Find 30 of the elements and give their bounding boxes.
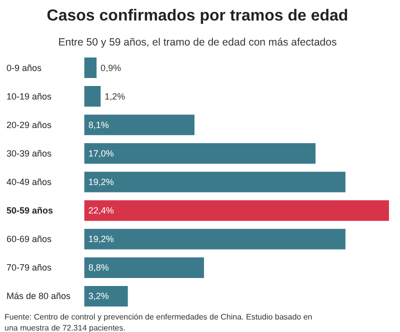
y-tick-label: 10-19 años — [6, 91, 52, 102]
bar — [84, 114, 194, 136]
bar — [84, 172, 346, 192]
data-label: 17,0% — [88, 148, 114, 158]
y-tick-label: 30-39 años — [6, 148, 52, 158]
y-tick-label: 70-79 años — [6, 262, 52, 273]
data-label: 8,1% — [88, 120, 109, 130]
bar — [84, 143, 316, 164]
data-label: 19,2% — [88, 177, 114, 187]
bar — [84, 200, 389, 221]
bar — [84, 286, 128, 306]
source-note: Fuente: Centro de control y prevención de enfermedades de China. Estudio basado en una muestra de 72.314 pacientes. — [4, 312, 312, 332]
data-label: 22,4% — [88, 206, 114, 216]
bar — [84, 58, 97, 78]
data-label: 0,9% — [100, 62, 122, 73]
chart-subtitle: Entre 50 y 59 años, el tramo de de edad con más afectados — [58, 36, 337, 48]
bar — [84, 228, 346, 250]
data-label: 1,2% — [104, 91, 126, 102]
y-tick-label: 0-9 años — [6, 62, 42, 73]
data-label: 8,8% — [88, 262, 109, 273]
y-tick-label: 40-49 años — [6, 177, 52, 187]
y-tick-label: 60-69 años — [6, 234, 52, 244]
bar — [84, 257, 204, 278]
data-label: 3,2% — [88, 291, 109, 302]
y-tick-label: Más de 80 años — [6, 291, 72, 302]
y-tick-label: 50-59 años — [6, 206, 54, 216]
bar — [84, 86, 101, 107]
y-tick-label: 20-29 años — [6, 120, 52, 130]
data-label: 19,2% — [88, 234, 114, 244]
chart-title: Casos confirmados por tramos de edad — [46, 8, 348, 24]
